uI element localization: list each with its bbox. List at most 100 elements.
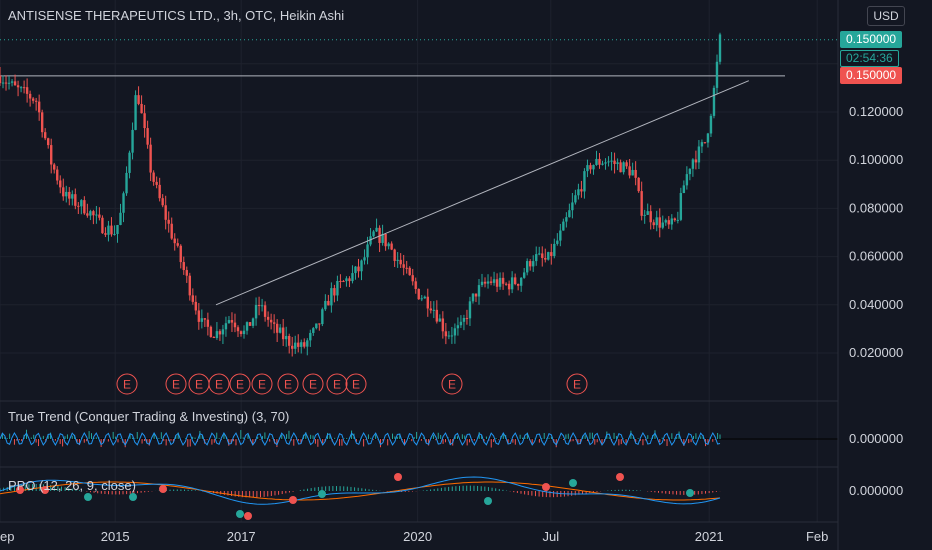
candle-body (559, 230, 562, 241)
candle-body (95, 214, 98, 216)
candle-body (203, 318, 207, 320)
candle-body (83, 200, 86, 214)
candle-body (541, 253, 544, 258)
candle-body (565, 217, 568, 222)
price-tick-label: 0.120000 (849, 104, 903, 119)
candle-body (547, 252, 550, 260)
candle-body (152, 172, 155, 182)
candle-body (438, 318, 442, 322)
candle-body (34, 100, 38, 102)
time-tick-label: ep (0, 529, 14, 544)
candle-body (104, 233, 107, 235)
trend-line[interactable] (215, 80, 749, 306)
candle-body (209, 326, 213, 337)
candle-body (571, 202, 574, 211)
candle-body (327, 300, 330, 306)
candles (0, 32, 722, 357)
candle-body (405, 267, 408, 269)
candle-body (339, 280, 342, 282)
candle-body (670, 218, 673, 225)
candle-body (158, 184, 161, 199)
candle-body (435, 309, 439, 322)
candle-body (673, 218, 677, 221)
candle-body (535, 254, 538, 262)
currency-button[interactable]: USD (867, 6, 905, 26)
candle-body (155, 181, 158, 185)
indicator-panes (0, 400, 838, 520)
candle-body (715, 61, 719, 88)
candle-body (333, 288, 336, 296)
candle-body (553, 243, 556, 256)
candle-body (300, 342, 303, 347)
true-trend-label[interactable]: True Trend (Conquer Trading & Investing)… (8, 409, 290, 424)
candle-body (0, 75, 2, 84)
candle-body (125, 172, 128, 194)
ppo-cross-dot (84, 493, 92, 501)
candle-body (688, 168, 692, 175)
candle-body (613, 160, 616, 165)
candle-body (260, 305, 264, 307)
candle-body (667, 220, 670, 225)
candle-body (28, 93, 32, 99)
candle-body (245, 322, 249, 331)
candle-body (336, 280, 339, 296)
candle-body (269, 319, 273, 323)
candle-body (432, 309, 436, 311)
candle-body (19, 87, 23, 89)
candle-body (185, 270, 188, 276)
candle-body (477, 285, 481, 297)
candle-body (59, 180, 62, 188)
ppo-cross-dot (236, 510, 244, 518)
candle-body (447, 335, 451, 337)
candle-body (324, 300, 327, 310)
candle-body (453, 328, 457, 336)
candle-body (513, 277, 517, 284)
candle-body (321, 309, 324, 325)
candle-body (10, 81, 14, 83)
price-tick-label: 0.080000 (849, 200, 903, 215)
candle-body (718, 34, 722, 62)
candle-body (655, 217, 658, 226)
candle-body (456, 325, 460, 329)
price-tick-label: 0.060000 (849, 249, 903, 264)
candle-body (507, 283, 511, 290)
candle-body (22, 87, 26, 89)
candle-body (631, 169, 634, 176)
earnings-marker-label: E (352, 378, 360, 392)
candle-body (706, 133, 710, 143)
candle-body (366, 244, 369, 258)
candle-body (420, 298, 423, 300)
candle-body (616, 162, 619, 165)
candle-body (215, 331, 219, 338)
candle-body (381, 234, 384, 243)
candle-body (7, 82, 11, 84)
ppo-label[interactable]: PPO (12, 26, 9, close) (8, 478, 136, 493)
candle-body (263, 305, 267, 317)
candle-body (221, 329, 225, 335)
candle-body (441, 318, 445, 332)
candle-body (607, 161, 610, 163)
candle-body (610, 160, 613, 162)
candle-body (161, 198, 164, 206)
earnings-marker-label: E (284, 378, 292, 392)
price-axis[interactable]: 0.020000 0.040000 0.060000 0.080000 0.100000… (837, 0, 903, 550)
candle-body (700, 142, 704, 147)
candle-body (146, 128, 149, 145)
candle-body (342, 281, 345, 283)
candle-body (525, 261, 529, 273)
candle-body (474, 293, 478, 297)
candle-body (107, 225, 110, 235)
earnings-marker (345, 373, 367, 395)
candle-body (550, 252, 553, 256)
candle-body (206, 319, 210, 327)
candle-body (89, 211, 92, 216)
time-axis[interactable]: ep 2015 2017 2020 Jul 2021 Feb (0, 521, 838, 544)
ppo-cross-dot (244, 512, 252, 520)
candle-body (272, 322, 276, 324)
candle-body (522, 272, 526, 278)
candle-body (580, 189, 583, 192)
earnings-marker (251, 373, 273, 395)
candle-body (4, 82, 8, 84)
candle-body (492, 279, 496, 283)
